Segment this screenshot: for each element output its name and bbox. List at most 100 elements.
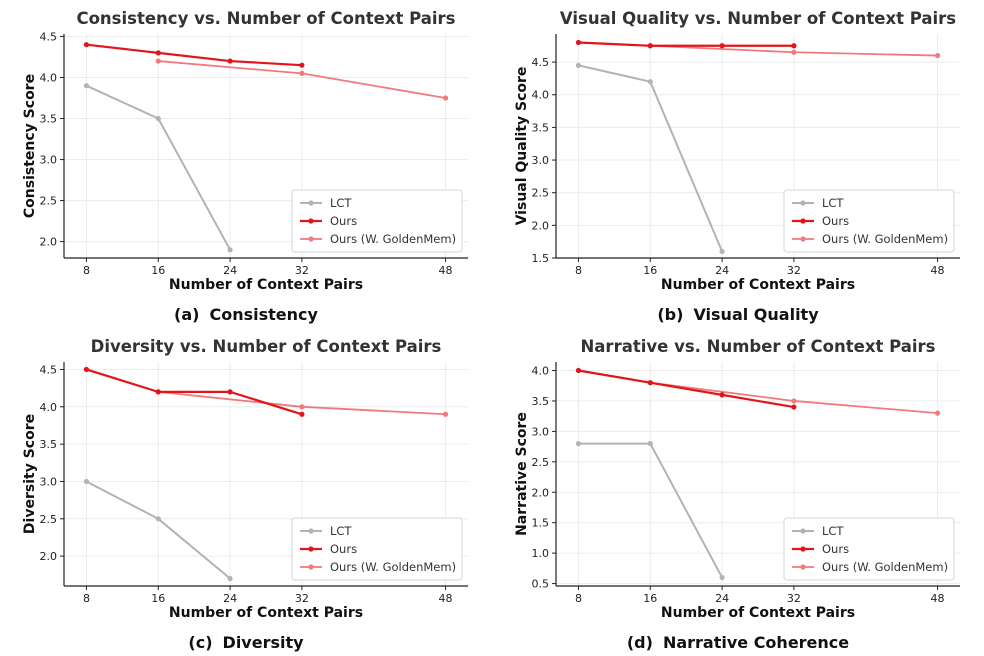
x-axis-label: Number of Context Pairs: [169, 277, 363, 293]
data-point: [83, 83, 90, 89]
caption-visual-quality: (b) Visual Quality: [492, 305, 984, 324]
y-tick-label: 2.5: [40, 195, 58, 208]
y-tick-label: 4.5: [40, 363, 58, 376]
series-ours: [83, 42, 305, 68]
legend-item-lct: LCT: [300, 524, 352, 538]
legend-label: LCT: [822, 524, 844, 538]
series-ours: [575, 39, 797, 49]
x-tick-label: 24: [223, 592, 237, 605]
series-line: [86, 43, 302, 67]
y-tick-label: 2.0: [40, 236, 58, 249]
legend-label: LCT: [822, 196, 844, 210]
y-tick-label: 3.0: [40, 475, 58, 488]
legend-label: Ours: [330, 214, 357, 228]
data-point: [575, 367, 582, 374]
caption-text: Narrative Coherence: [662, 633, 850, 652]
data-point: [83, 478, 90, 485]
data-point: [575, 62, 582, 68]
x-axis-label: Number of Context Pairs: [661, 605, 855, 621]
series-lct: [575, 440, 725, 581]
y-tick-label: 2.5: [40, 513, 58, 526]
legend-item-ours-w-goldenmem: Ours (W. GoldenMem): [792, 560, 948, 574]
legend-box: [783, 189, 955, 253]
series-ours: [83, 366, 305, 417]
data-point: [442, 95, 449, 101]
series-ours: [575, 367, 797, 410]
y-tick-label: 3.0: [532, 425, 550, 438]
y-tick-label: 3.5: [40, 113, 58, 126]
x-tick-label: 48: [439, 592, 453, 605]
legend-label: Ours (W. GoldenMem): [330, 232, 456, 246]
x-tick-label: 48: [931, 592, 945, 605]
y-tick-label: 2.5: [532, 456, 550, 469]
legend-marker: [308, 564, 314, 570]
data-point: [155, 58, 161, 64]
x-tick-label: 24: [715, 592, 729, 605]
x-tick-label: 16: [151, 264, 165, 277]
caption-text: Consistency: [209, 305, 318, 324]
caption-tag: (b): [657, 305, 684, 324]
caption-tag: (c): [188, 633, 213, 652]
legend-label: Ours: [822, 214, 849, 228]
legend-item-ours-w-goldenmem: Ours (W. GoldenMem): [300, 560, 456, 574]
grid: [64, 34, 468, 258]
legend: LCT Ours Ours (W. GoldenMem): [291, 517, 463, 581]
y-tick-label: 2.0: [40, 550, 58, 563]
data-point: [227, 389, 233, 395]
y-tick-label: 4.0: [40, 71, 58, 84]
data-point: [647, 440, 653, 447]
legend-marker: [800, 236, 806, 242]
data-point: [719, 574, 725, 581]
data-point: [575, 39, 582, 46]
legend-item-ours: Ours: [792, 214, 849, 228]
legend-box: [291, 517, 463, 581]
legend-marker: [800, 528, 806, 534]
data-point: [647, 79, 653, 85]
legend-item-ours-w-goldenmem: Ours (W. GoldenMem): [300, 232, 456, 246]
data-point: [575, 440, 582, 447]
y-tick-label: 0.5: [532, 578, 550, 591]
x-tick-label: 16: [643, 592, 657, 605]
y-axis-label: Consistency Score: [22, 74, 38, 218]
y-tick-label: 1.5: [532, 517, 550, 530]
diversity-chart: 8 16 24 32 48 2.0 2.5 3.0 3.5 4.0 4.5 Diversity vs.…: [22, 337, 468, 621]
legend-marker: [308, 218, 314, 224]
data-point: [299, 404, 305, 410]
data-point: [155, 115, 161, 122]
data-point: [227, 58, 233, 64]
chart-panel-consistency: 8 16 24 32 48 2.0 2.5 3.0 3.5 4.0 4.5 Consistency v…: [0, 0, 492, 328]
caption-tag: (a): [174, 305, 200, 324]
y-tick-label: 3.5: [532, 121, 550, 134]
x-tick-label: 16: [643, 264, 657, 277]
data-point: [791, 404, 797, 410]
data-point: [227, 575, 233, 582]
series-ours-w-goldenmem: [155, 58, 449, 101]
x-tick-label: 8: [83, 264, 90, 277]
y-tick-label: 1.5: [532, 252, 550, 265]
chart-panel-visual-quality: 8 16 24 32 48 1.5 2.0 2.5 3.0 3.5 4.0 4.5 Visual Qua…: [492, 0, 984, 328]
x-tick-label: 32: [787, 264, 801, 277]
y-tick-label: 4.5: [532, 56, 550, 69]
legend-box: [783, 517, 955, 581]
legend-marker: [800, 200, 806, 206]
caption-narrative: (d) Narrative Coherence: [492, 633, 984, 652]
legend-item-ours: Ours: [300, 214, 357, 228]
data-point: [227, 247, 233, 253]
legend-marker: [800, 546, 806, 552]
x-tick-label: 32: [787, 592, 801, 605]
y-tick-label: 2.5: [532, 187, 550, 200]
y-tick-label: 3.5: [40, 438, 58, 451]
data-point: [442, 411, 449, 417]
data-point: [299, 411, 305, 417]
caption-text: Diversity: [222, 633, 304, 652]
legend-item-ours: Ours: [792, 542, 849, 556]
legend-item-lct: LCT: [300, 196, 352, 210]
y-tick-label: 4.0: [532, 89, 550, 102]
legend-item-ours: Ours: [300, 542, 357, 556]
data-point: [719, 43, 725, 49]
consistency-chart: 8 16 24 32 48 2.0 2.5 3.0 3.5 4.0 4.5 Consistency v…: [22, 9, 468, 293]
legend-marker: [800, 218, 806, 224]
series-line: [86, 368, 303, 416]
y-tick-label: 2.0: [532, 219, 550, 232]
data-point: [299, 70, 305, 76]
